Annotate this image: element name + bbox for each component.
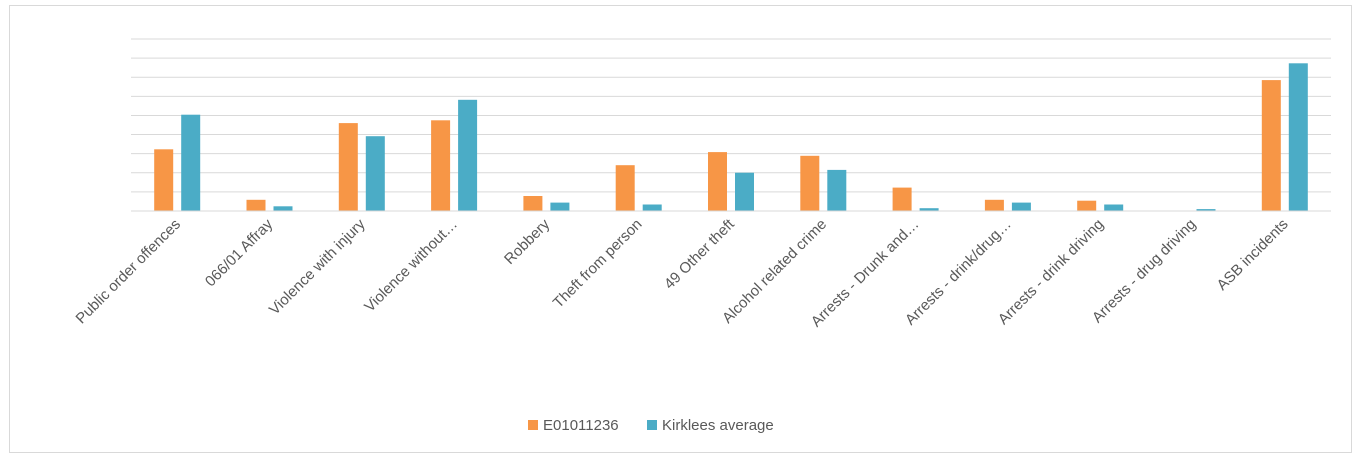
x-tick-labels: Public order offences 066/01 AffrayViolen… <box>73 215 1292 330</box>
legend-label-e01011236: E01011236 <box>543 417 619 434</box>
bar-kirklees-average-9 <box>1011 202 1031 211</box>
bar-kirklees-average-0 <box>181 114 201 211</box>
bar-kirklees-average-8 <box>919 208 939 211</box>
bar-e01011236-6 <box>708 152 727 211</box>
x-tick-label: Arrests - drug driving <box>1089 216 1199 326</box>
x-tick-label: Alcohol related crime <box>719 216 830 327</box>
bar-e01011236-8 <box>892 187 912 211</box>
x-tick-label: 066/01 Affray <box>202 215 277 290</box>
bar-kirklees-average-1 <box>273 206 293 211</box>
bar-e01011236-4 <box>523 196 543 211</box>
bars <box>154 63 1308 211</box>
bar-chart: Public order offences 066/01 AffrayViolen… <box>73 38 1331 434</box>
bar-e01011236-5 <box>615 165 635 211</box>
legend: E01011236 Kirklees average <box>528 417 774 434</box>
bar-e01011236-0 <box>154 149 174 211</box>
x-tick-label: Public order offences <box>73 216 184 327</box>
bar-kirklees-average-4 <box>550 202 570 211</box>
x-tick-label: ASB incidents <box>1214 216 1292 294</box>
bar-e01011236-9 <box>984 199 1004 211</box>
bar-kirklees-average-2 <box>365 136 385 211</box>
bar-kirklees-average-3 <box>458 99 478 211</box>
x-tick-label: Robbery <box>501 215 553 267</box>
legend-swatch-e01011236 <box>528 420 538 430</box>
bar-e01011236-1 <box>246 199 266 211</box>
bar-kirklees-average-10 <box>1104 204 1124 211</box>
legend-swatch-kirklees-average <box>647 420 657 430</box>
x-tick-label: 49 Other theft <box>661 215 738 292</box>
bar-e01011236-7 <box>800 155 820 211</box>
x-tick-label: Theft from person <box>550 216 646 312</box>
gridlines <box>131 38 1331 193</box>
x-tick-label: Violence with injury <box>266 215 369 318</box>
bar-e01011236-2 <box>338 123 358 211</box>
bar-kirklees-average-5 <box>642 204 662 211</box>
bar-kirklees-average-12 <box>1288 63 1308 211</box>
bar-e01011236-10 <box>1077 200 1097 211</box>
x-tick-label: Violence without… <box>361 216 461 316</box>
x-tick-label: Arrests - drink driving <box>995 216 1107 328</box>
bar-kirklees-average-11 <box>1196 209 1216 211</box>
bar-e01011236-12 <box>1261 80 1281 211</box>
chart-area: Public order offences 066/01 Affray Violen… <box>9 5 1352 453</box>
legend-label-kirklees-average: Kirklees average <box>662 417 774 434</box>
bar-e01011236-3 <box>431 120 451 211</box>
bar-kirklees-average-7 <box>827 169 847 211</box>
bar-kirklees-average-6 <box>735 172 754 211</box>
